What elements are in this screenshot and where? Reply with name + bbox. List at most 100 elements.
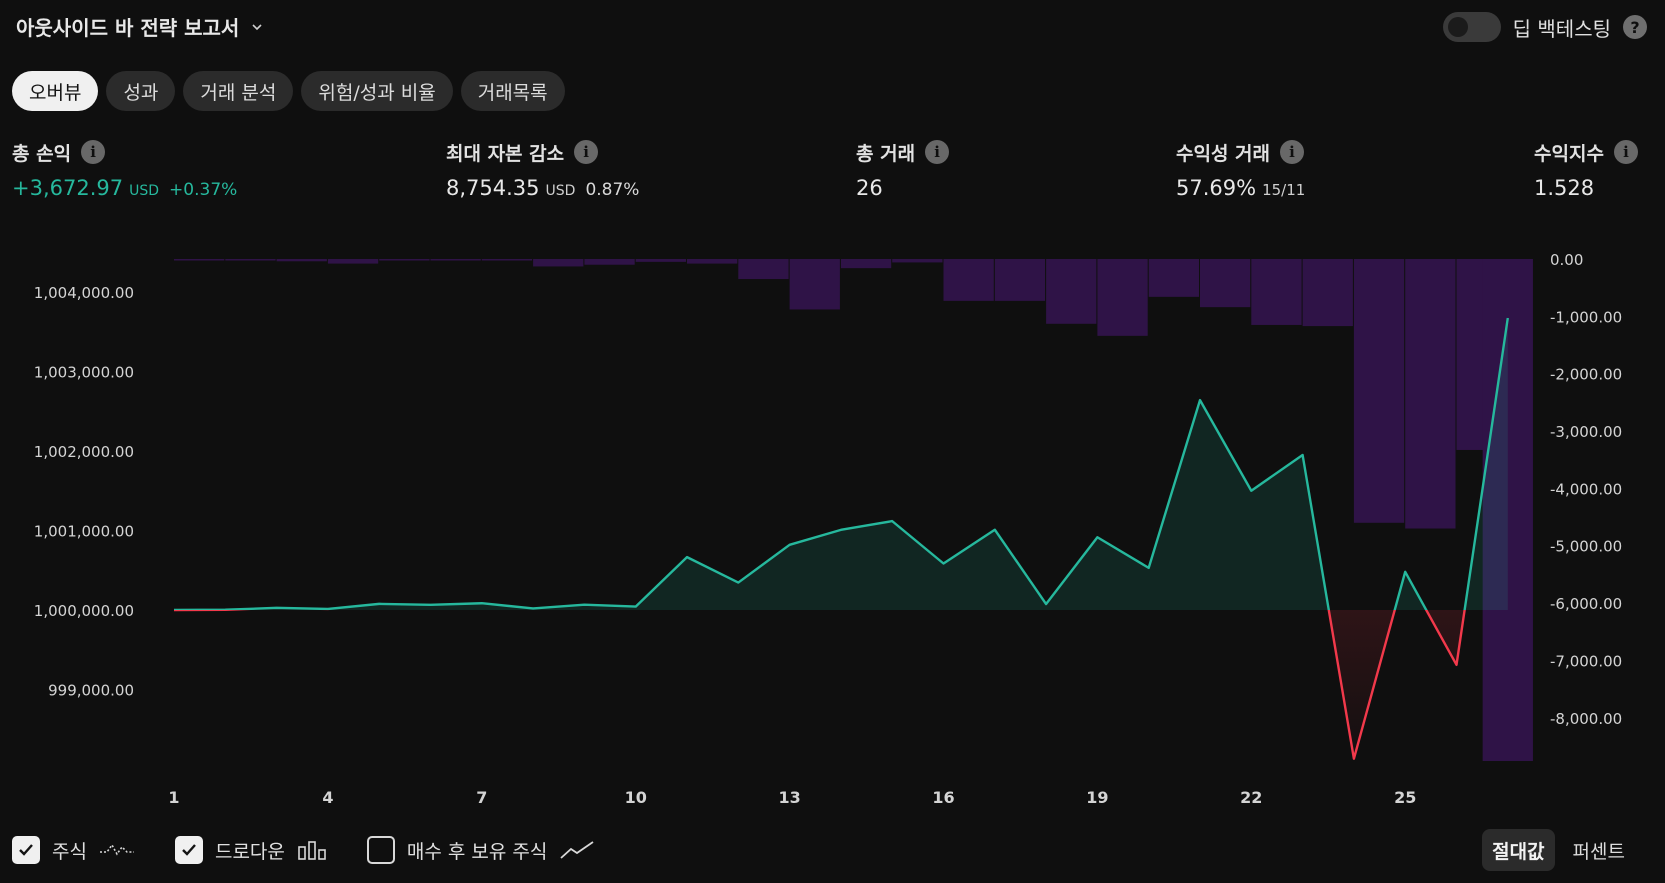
drawdown-bar (1200, 259, 1251, 308)
stat-unit: USD (545, 183, 576, 199)
stat-total-trades: 총 거래 i 26 (856, 138, 950, 200)
drawdown-bar (687, 259, 738, 264)
legend-equity-label: 주식 (52, 840, 87, 863)
stat-label: 총 손익 (12, 142, 72, 165)
stat-value: 57.69% (1176, 176, 1257, 200)
chevron-down-icon[interactable] (251, 21, 263, 33)
x-axis-tick: 10 (625, 788, 647, 807)
tab-trade-analysis[interactable]: 거래 분석 (183, 71, 294, 111)
info-icon[interactable]: i (81, 140, 106, 164)
drawdown-bar (1353, 259, 1405, 523)
equity-line (173, 317, 1509, 610)
stat-unit: USD (129, 183, 160, 199)
stat-label: 총 거래 (856, 142, 916, 165)
info-icon[interactable]: i (925, 140, 950, 164)
drawdown-bar (1046, 259, 1097, 324)
right-axis-tick: -4,000.00 (1550, 480, 1622, 498)
drawdown-bar (225, 259, 276, 261)
absolute-button[interactable]: 절대값 (1482, 829, 1555, 871)
stat-percent: +0.37% (169, 180, 238, 200)
equity-drawdown-chart[interactable]: 1,004,000.00 1,003,000.00 1,002,000.00 1,00… (0, 225, 1665, 815)
trend-line-icon (560, 841, 594, 859)
stat-value: +3,672.97 (12, 176, 124, 200)
drawdown-bar (481, 259, 533, 261)
drawdown-bar (943, 259, 994, 301)
stat-value: 26 (856, 176, 883, 200)
report-tabs: 오버뷰 성과 거래 분석 위험/성과 비율 거래목록 (12, 71, 565, 111)
legend-drawdown[interactable]: 드로다운 (174, 836, 327, 864)
drawdown-bar (1148, 259, 1199, 297)
stat-label: 수익지수 (1534, 142, 1604, 165)
chart-legend: 주식 드로다운 매수 후 보유 주식 (12, 836, 595, 864)
drawdown-bar (533, 259, 584, 267)
x-axis-tick: 1 (168, 788, 179, 807)
stat-label: 최대 자본 감소 (446, 142, 565, 165)
x-axis-tick: 16 (932, 788, 954, 807)
drawdown-bar (1302, 259, 1353, 327)
drawdown-bar (1405, 259, 1456, 529)
tab-trade-list[interactable]: 거래목록 (460, 71, 565, 111)
drawdown-bar (584, 259, 635, 265)
drawdown-bar (327, 259, 379, 264)
tab-overview[interactable]: 오버뷰 (12, 71, 99, 111)
x-axis-tick: 25 (1394, 788, 1416, 807)
info-icon[interactable]: i (1280, 140, 1305, 164)
left-axis-tick: 1,001,000.00 (34, 523, 134, 541)
check-icon (182, 844, 196, 856)
stat-value: 8,754.35 (446, 176, 540, 200)
check-icon (19, 844, 33, 856)
drawdown-checkbox[interactable] (174, 836, 203, 864)
equity-loss-area (174, 610, 1508, 759)
x-axis-tick: 19 (1086, 788, 1108, 807)
x-axis-tick: 13 (778, 788, 800, 807)
legend-buy-hold[interactable]: 매수 후 보유 주식 (366, 836, 595, 864)
stat-profit-factor: 수익지수 i 1.528 (1534, 138, 1638, 200)
drawdown-bar (174, 259, 225, 261)
drawdown-bar (892, 259, 943, 263)
stat-profitable-trades: 수익성 거래 i 57.69% 15/11 (1176, 138, 1305, 200)
deep-backtest-control: 딥 백테스팅 ? (1442, 12, 1647, 42)
left-axis-tick: 999,000.00 (48, 682, 134, 700)
bar-chart-icon (298, 841, 326, 860)
left-axis-tick: 1,000,000.00 (34, 602, 134, 620)
deep-backtest-toggle[interactable] (1442, 12, 1501, 42)
equity-checkbox[interactable] (12, 836, 40, 864)
buy-hold-checkbox[interactable] (366, 836, 395, 864)
tab-performance[interactable]: 성과 (106, 71, 176, 111)
stat-sub: 15/11 (1262, 181, 1306, 199)
legend-buy-hold-label: 매수 후 보유 주식 (406, 840, 548, 863)
drawdown-bar (840, 259, 892, 269)
tab-risk-ratios[interactable]: 위험/성과 비율 (301, 71, 453, 111)
equity-profit-area (174, 317, 1508, 610)
legend-drawdown-label: 드로다운 (214, 840, 285, 863)
equity-line-icon (99, 843, 134, 856)
stat-label: 수익성 거래 (1176, 142, 1271, 165)
drawdown-bar (379, 259, 430, 261)
x-axis-tick: 4 (322, 788, 333, 807)
drawdown-bar (1251, 259, 1302, 325)
stat-max-drawdown: 최대 자본 감소 i 8,754.35 USD 0.87% (446, 138, 639, 200)
drawdown-bar (994, 259, 1046, 301)
help-icon[interactable]: ? (1623, 15, 1647, 39)
drawdown-bar (430, 259, 481, 261)
info-icon[interactable]: i (574, 140, 599, 164)
drawdown-bar (276, 259, 327, 262)
right-axis-tick: -1,000.00 (1550, 308, 1622, 326)
percent-button[interactable]: 퍼센트 (1572, 840, 1625, 863)
stat-net-profit: 총 손익 i +3,672.97 USD +0.37% (12, 138, 237, 200)
report-title[interactable]: 아웃사이드 바 전략 보고서 (16, 16, 240, 40)
legend-equity[interactable]: 주식 (12, 836, 135, 864)
drawdown-bar (1097, 259, 1148, 336)
drawdown-bar (635, 259, 686, 262)
right-axis-tick: -7,000.00 (1550, 652, 1622, 670)
info-icon[interactable]: i (1613, 140, 1638, 164)
report-header: 아웃사이드 바 전략 보고서 (16, 12, 263, 41)
right-axis-tick: 0.00 (1550, 251, 1583, 269)
x-axis-tick: 22 (1240, 788, 1262, 807)
drawdown-bar (1482, 259, 1533, 761)
right-axis-tick: -2,000.00 (1550, 366, 1622, 384)
stat-percent: 0.87% (585, 180, 640, 200)
drawdown-bar (738, 259, 789, 280)
left-axis-tick: 1,003,000.00 (34, 364, 134, 382)
left-axis-tick: 1,002,000.00 (34, 443, 134, 461)
